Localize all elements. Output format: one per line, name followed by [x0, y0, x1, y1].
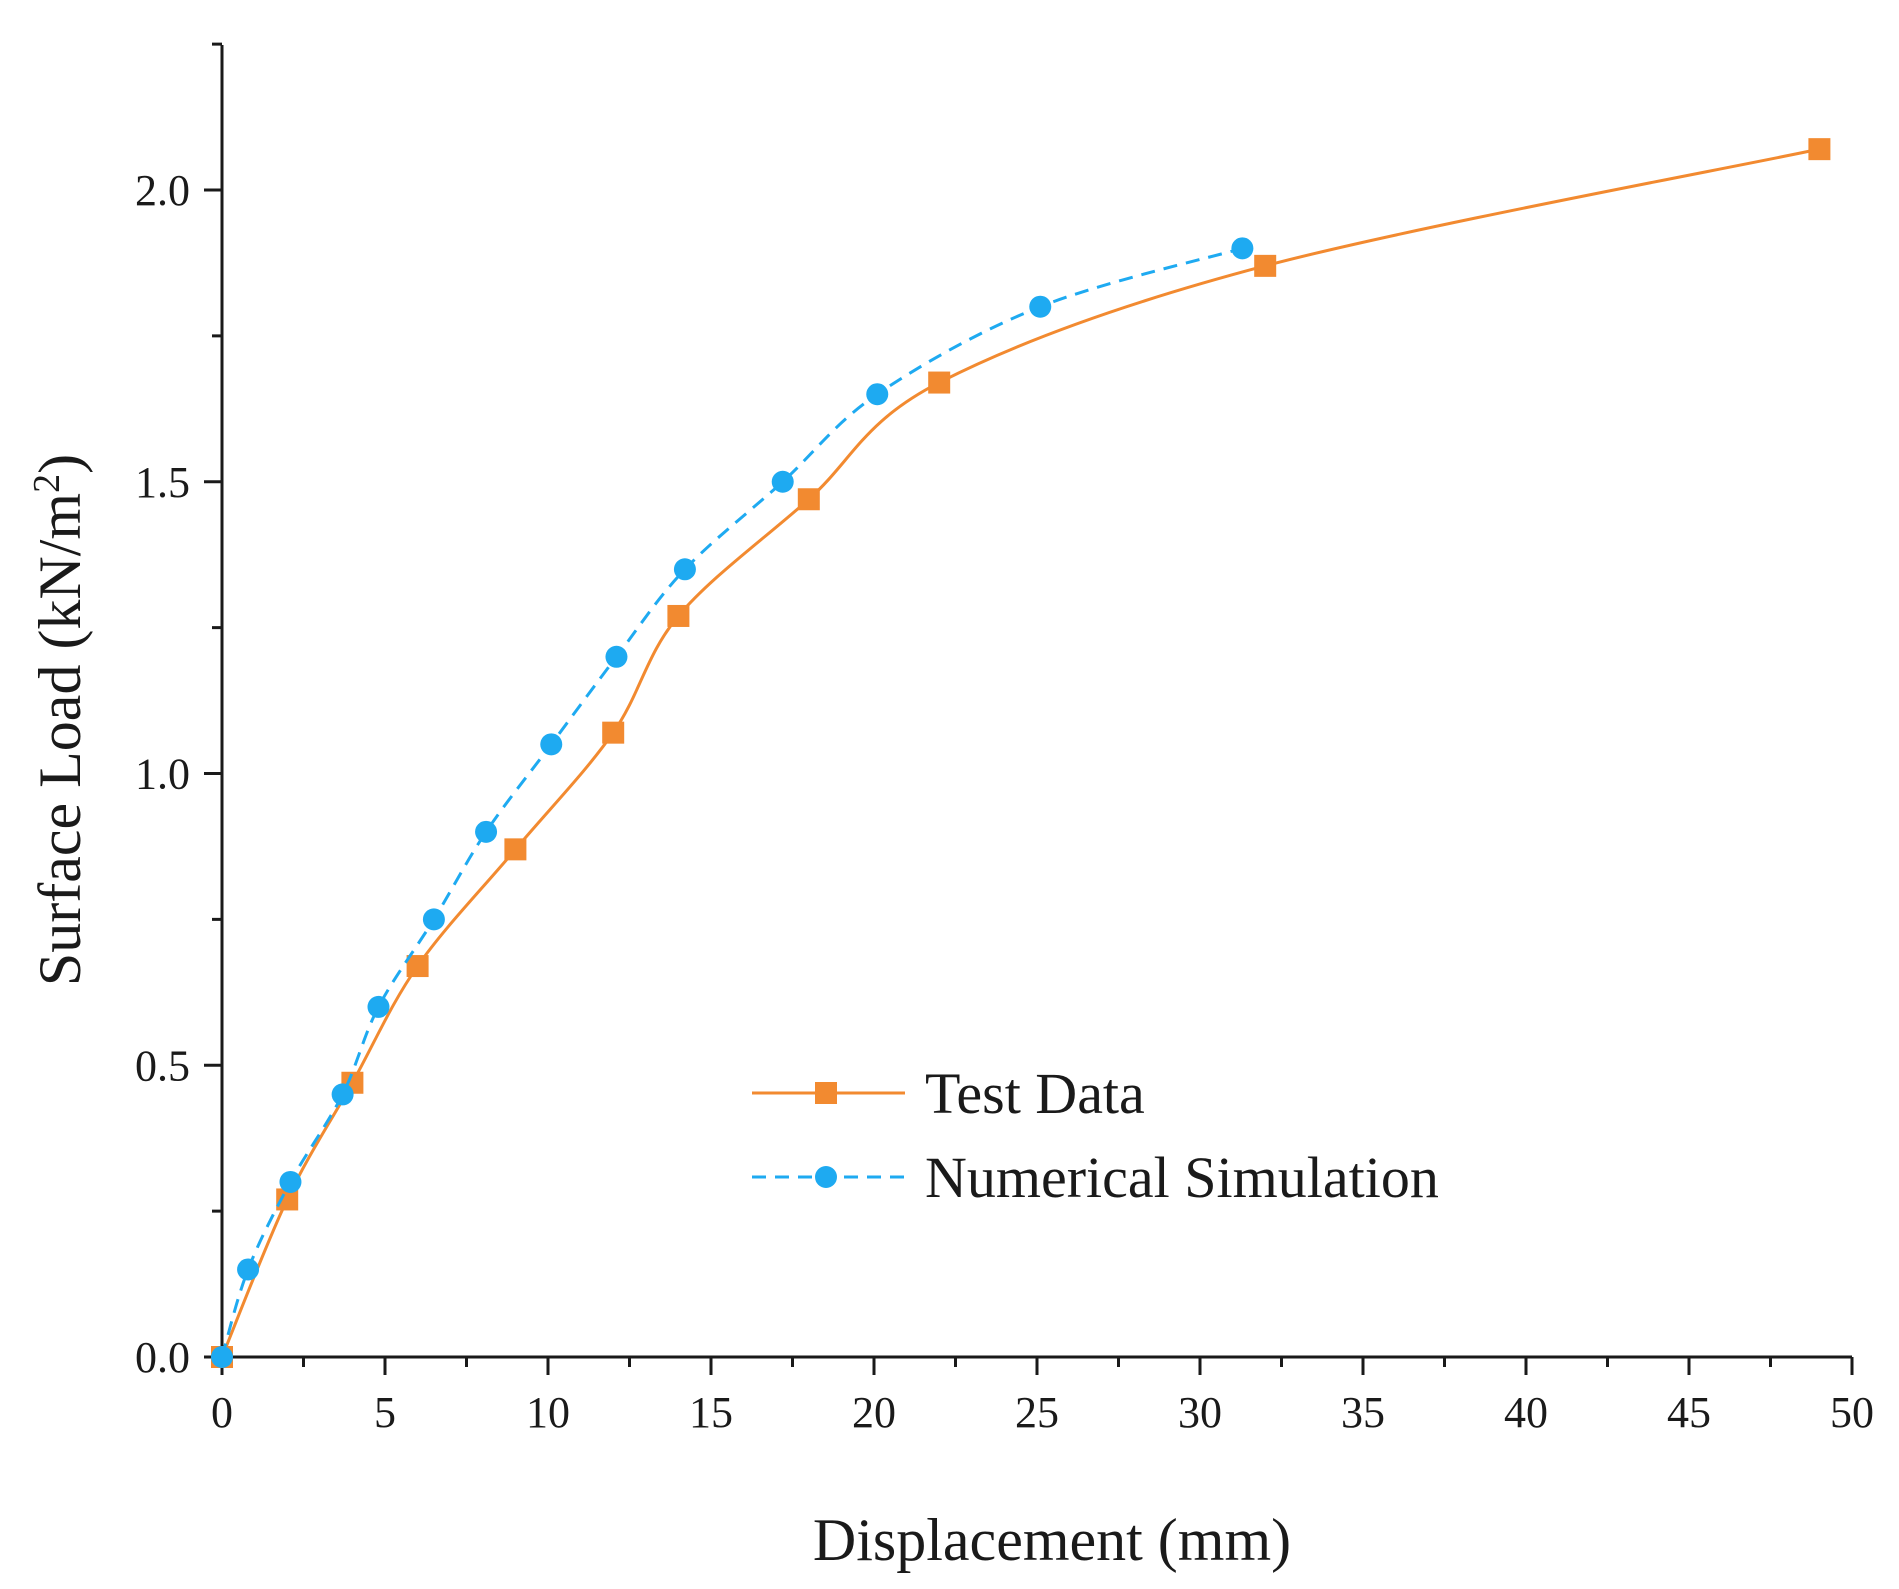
- x-tick-label: 10: [526, 1388, 570, 1437]
- y-tick-label: 0.5: [135, 1041, 190, 1090]
- data-point-numerical-simulation: [237, 1258, 260, 1281]
- x-tick-label: 25: [1015, 1388, 1059, 1437]
- x-axis-title: Displacement (mm): [813, 1507, 1291, 1573]
- data-point-test-data: [602, 721, 625, 744]
- data-point-numerical-simulation: [367, 995, 390, 1018]
- data-point-numerical-simulation: [673, 558, 696, 581]
- data-point-numerical-simulation: [331, 1083, 354, 1106]
- x-tick-label: 45: [1667, 1388, 1711, 1437]
- legend-label-numerical-simulation: Numerical Simulation: [925, 1145, 1439, 1210]
- data-point-test-data: [406, 955, 429, 978]
- x-tick-label: 35: [1341, 1388, 1385, 1437]
- data-point-numerical-simulation: [1029, 295, 1052, 318]
- y-axis-title: Surface Load (kN/m2): [26, 454, 93, 986]
- x-tick-label: 15: [689, 1388, 733, 1437]
- legend: Test Data Numerical Simulation: [752, 1061, 1439, 1210]
- y-tick-label: 0.0: [135, 1333, 190, 1382]
- y-axis-title-main: Surface Load (kN/m: [27, 493, 93, 986]
- data-point-numerical-simulation: [211, 1346, 233, 1368]
- data-point-test-data: [1808, 138, 1831, 161]
- data-point-numerical-simulation: [475, 820, 498, 843]
- data-point-test-data: [928, 371, 951, 394]
- data-point-numerical-simulation: [866, 383, 889, 406]
- x-tick-label: 50: [1830, 1388, 1874, 1437]
- data-point-numerical-simulation: [422, 908, 445, 931]
- data-point-test-data: [1254, 254, 1277, 277]
- legend-marker-numerical-simulation: [815, 1166, 837, 1188]
- y-tick-label: 1.0: [135, 750, 190, 799]
- x-tick-label: 20: [852, 1388, 896, 1437]
- x-tick-label: 5: [374, 1388, 396, 1437]
- plot-area: 0 5 10 15 20 25 30 35 40 45 50 0.0 0.5 1.0 1.5 2.0: [135, 42, 1874, 1437]
- data-point-numerical-simulation: [605, 645, 628, 668]
- data-point-test-data: [797, 488, 820, 511]
- y-tick-label: 2.0: [135, 166, 190, 215]
- data-point-test-data: [504, 838, 527, 861]
- data-point-numerical-simulation: [771, 470, 794, 493]
- data-point-test-data: [667, 604, 690, 627]
- data-point-numerical-simulation: [279, 1170, 302, 1193]
- legend-label-test-data: Test Data: [925, 1061, 1145, 1126]
- y-tick-label: 1.5: [135, 458, 190, 507]
- data-point-numerical-simulation: [540, 733, 563, 756]
- x-tick-label: 30: [1178, 1388, 1222, 1437]
- data-point-test-data: [276, 1188, 299, 1211]
- data-point-numerical-simulation: [1231, 237, 1254, 260]
- legend-marker-test-data: [815, 1082, 837, 1104]
- y-axis-title-close: ): [27, 454, 93, 474]
- x-tick-label: 0: [211, 1388, 233, 1437]
- x-tick-label: 40: [1504, 1388, 1548, 1437]
- legend-item-numerical-simulation: Numerical Simulation: [752, 1145, 1439, 1210]
- y-axis-title-superscript: 2: [26, 474, 68, 493]
- legend-item-test-data: Test Data: [752, 1061, 1145, 1126]
